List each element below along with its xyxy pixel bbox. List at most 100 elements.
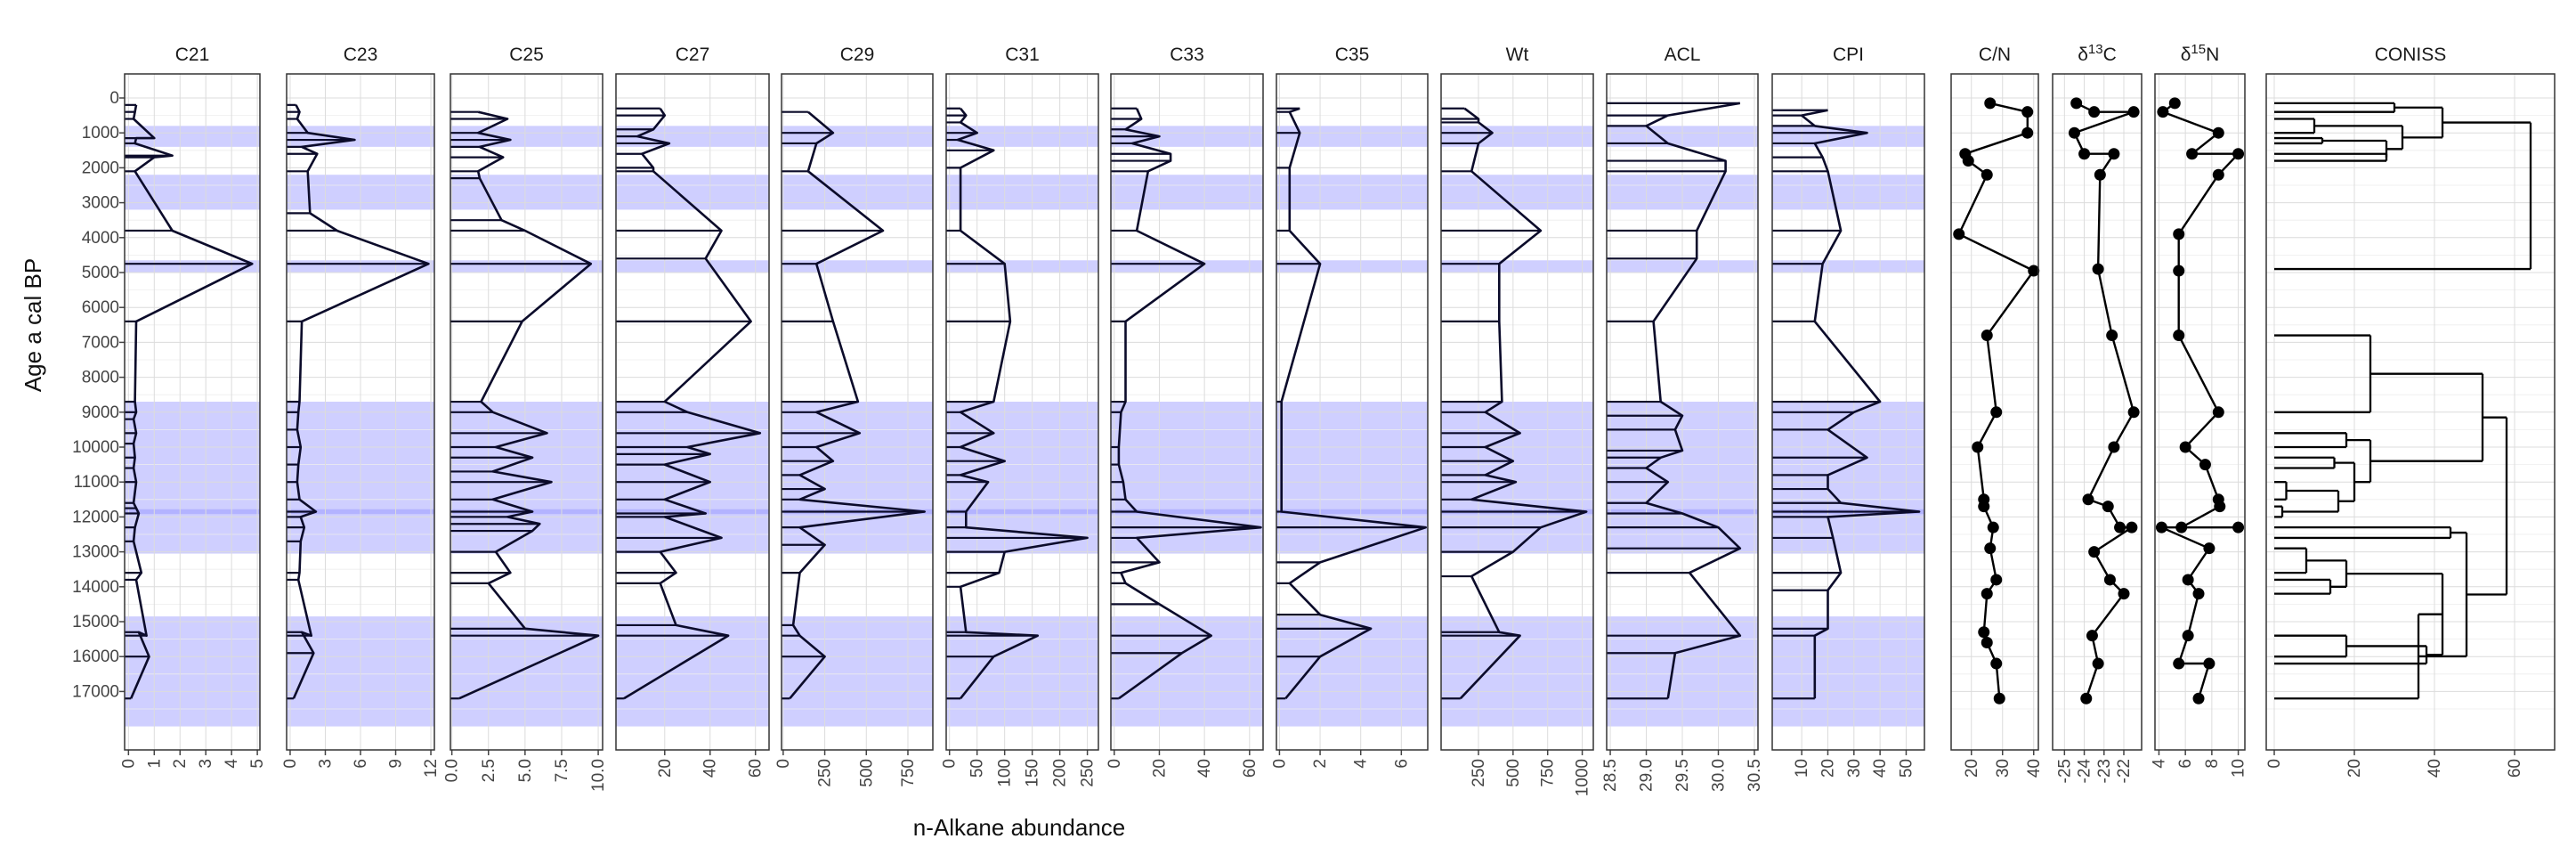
x-tick-label: 40 [1871, 759, 1890, 778]
y-axis-title: Age a cal BP [20, 258, 46, 392]
panel-c-n: 20 30 40 C/N [1950, 45, 2044, 778]
data-point [2108, 148, 2120, 160]
data-point [2021, 126, 2034, 139]
highlight-band [1276, 402, 1428, 554]
x-tick-label: 10 [1793, 759, 1811, 778]
y-tick-label: 10000 [72, 438, 119, 457]
x-tick-label: 7.5 [553, 759, 571, 782]
panel-title: C25 [509, 45, 544, 65]
highlight-band [616, 260, 769, 273]
y-tick-label: 15000 [72, 613, 119, 631]
x-tick-label: 30.5 [1746, 759, 1764, 792]
x-tick-label: 1 [145, 759, 164, 769]
highlight-band [1111, 260, 1263, 273]
panel-title: CPI [1833, 45, 1864, 65]
data-point [2186, 148, 2199, 160]
x-tick-label: 6 [2176, 759, 2195, 769]
panel-title: C/N [1979, 45, 2011, 65]
y-tick-label: 14000 [72, 578, 119, 597]
highlight-band [616, 126, 769, 147]
data-point [2212, 168, 2224, 181]
x-tick-label: 40 [2426, 759, 2444, 778]
data-point [2086, 630, 2098, 642]
data-point [1981, 168, 1993, 181]
x-tick-label: 500 [857, 759, 876, 787]
data-point [2106, 330, 2118, 342]
x-tick-label: 29.5 [1673, 759, 1692, 792]
highlight-band [450, 260, 603, 273]
panel--13c: -25 -24 -23 -22 δ13C [2052, 42, 2143, 783]
data-point [2192, 692, 2205, 704]
data-point [2078, 148, 2091, 160]
highlight-band [125, 509, 260, 515]
data-point [2088, 106, 2101, 118]
data-point [2155, 521, 2167, 533]
x-tick-label: 60 [2506, 759, 2524, 778]
data-point [1990, 657, 2003, 670]
y-tick-label: 2000 [82, 159, 119, 177]
data-point [2214, 501, 2226, 513]
panel-c33: 0 20 40 60 C33 [1106, 45, 1264, 778]
x-tick-label: 2.5 [480, 759, 498, 782]
x-tick-label: 250 [1079, 759, 1098, 787]
panel-wt: 250 500 750 1000 Wt [1440, 45, 1594, 796]
panel-title: C35 [1335, 45, 1370, 65]
data-point [1990, 406, 2003, 419]
x-tick-label: 750 [1539, 759, 1558, 787]
data-point [2232, 148, 2245, 160]
x-tick-label: 50 [968, 759, 987, 778]
title-element: N [2206, 45, 2219, 65]
panel-title: C23 [344, 45, 378, 65]
highlight-band [1111, 175, 1263, 210]
data-point [2179, 441, 2191, 453]
highlight-band [946, 260, 1098, 273]
panel-border [1276, 73, 1429, 751]
panel-title: C31 [1005, 45, 1040, 65]
panel-border [1950, 73, 2039, 751]
data-line [1280, 107, 1427, 700]
highlight-band [1276, 509, 1428, 515]
y-tick-label: 0 [109, 89, 119, 108]
highlight-band [1276, 260, 1428, 273]
x-tick-label: 3 [316, 759, 335, 769]
data-point [2182, 630, 2194, 642]
highlight-band [125, 126, 260, 147]
title-superscript: 15 [2191, 42, 2206, 57]
title-symbol: δ [2078, 45, 2088, 65]
data-point [1978, 626, 1990, 639]
data-point [2157, 106, 2169, 118]
panel-c27: 20 40 60 C27 [615, 45, 770, 778]
data-point [2092, 263, 2104, 275]
data-point [2088, 546, 2101, 558]
x-tick-label: 0 [1270, 759, 1289, 769]
x-tick-label: -22 [2115, 759, 2134, 783]
data-point [2182, 574, 2194, 586]
highlight-band [946, 175, 1098, 210]
panel-coniss: 0 20 40 60 CONISS [2265, 45, 2556, 778]
x-tick-label: 10 [2230, 759, 2248, 778]
x-tick-label: 2 [1311, 759, 1330, 769]
y-tick-label: 8000 [82, 369, 119, 387]
panel-border [945, 73, 1099, 751]
y-tick-label: 17000 [72, 682, 119, 701]
x-tick-label: 2 [171, 759, 190, 769]
panel-border [124, 73, 261, 751]
data-point [1993, 692, 2005, 704]
panel-c35: 0 2 4 6 C35 [1270, 45, 1429, 769]
panel-border [781, 73, 934, 751]
y-tick-label: 11000 [74, 473, 119, 492]
highlight-band [1111, 126, 1263, 147]
data-point [2232, 521, 2245, 533]
data-point [1972, 441, 1984, 453]
highlight-band [782, 260, 933, 273]
data-point [2028, 265, 2040, 277]
y-tick-label: 9000 [82, 403, 119, 422]
highlight-band [1772, 402, 1924, 554]
panel-border [1440, 73, 1594, 751]
panel-title: ACL [1665, 45, 1701, 65]
x-tick-label: 0 [281, 759, 300, 769]
x-tick-label: 20 [1819, 759, 1837, 778]
x-tick-label: 30 [1994, 759, 2013, 778]
highlight-band [616, 616, 769, 727]
x-tick-label: 40 [2025, 759, 2044, 778]
